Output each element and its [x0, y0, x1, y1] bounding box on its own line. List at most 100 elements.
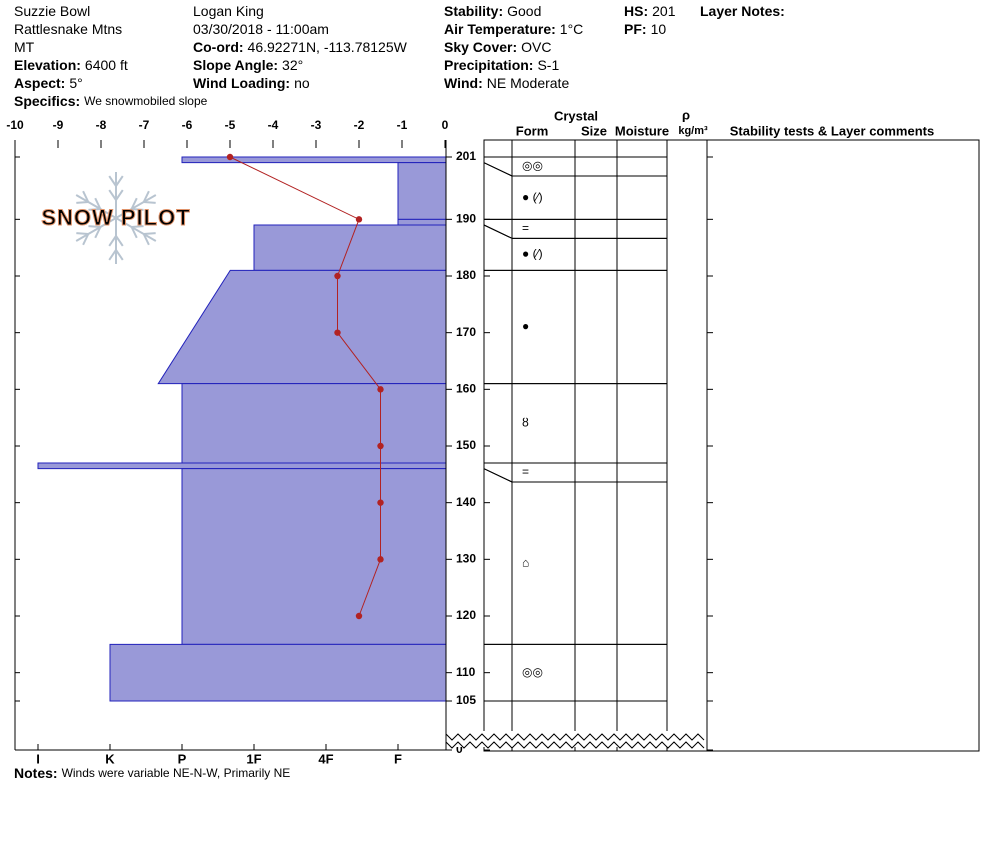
temperature-point	[355, 612, 363, 620]
snowflake-branch	[88, 208, 101, 211]
height-tick-label: 140	[456, 495, 476, 509]
field: Notes: Winds were variable NE-N-W, Primar…	[14, 765, 290, 781]
field-label: Sky Cover:	[444, 39, 517, 55]
field-label: Aspect:	[14, 75, 65, 91]
field: Wind Loading: no	[193, 75, 310, 91]
field: Logan King	[193, 3, 264, 19]
field-label: Layer Notes:	[700, 3, 785, 19]
snowflake-branch	[131, 225, 144, 228]
height-tick-label: 120	[456, 608, 476, 622]
temperature-point	[377, 556, 384, 563]
field-label: Slope Angle:	[193, 57, 278, 73]
temp-tick-label: -1	[397, 118, 408, 132]
field: HS: 201	[624, 3, 676, 19]
temp-tick-label: -7	[139, 118, 150, 132]
field: Stability: Good	[444, 3, 541, 19]
snowflake-branch	[115, 235, 124, 247]
snowflake-branch	[131, 208, 144, 211]
snowflake-branch	[94, 197, 102, 210]
layer-connector	[483, 224, 513, 239]
temp-tick-label: -9	[53, 118, 64, 132]
grain-form: ● (⁄)	[522, 247, 543, 261]
hardness-layer	[181, 383, 447, 464]
temperature-point	[377, 442, 384, 450]
snowflake-arm	[75, 217, 117, 242]
field-value: Good	[507, 3, 541, 19]
hardness-layer	[37, 462, 447, 470]
height-tick-label: 130	[456, 552, 476, 566]
hardness-tick-label: K	[105, 751, 115, 766]
axis-break-mask	[447, 731, 706, 747]
grain-form: ◎◎	[522, 665, 543, 679]
axis-break	[445, 733, 705, 741]
snowflake-branch	[142, 233, 150, 246]
field: Suzzie Bowl	[14, 3, 90, 19]
snowflake-branch	[82, 190, 90, 203]
height-tick-label: 110	[456, 665, 476, 679]
temp-tick-label: -10	[6, 118, 24, 132]
snowflake-arm	[115, 194, 157, 219]
field: Rattlesnake Mtns	[14, 21, 122, 37]
field-value: 201	[652, 3, 676, 19]
field: Wind: NE Moderate	[444, 75, 569, 91]
temp-tick-label: -6	[182, 118, 193, 132]
snowflake-branch	[130, 197, 138, 210]
temperature-point	[334, 272, 341, 280]
layer-connector	[483, 162, 513, 177]
field-label: Air Temperature:	[444, 21, 556, 37]
logo	[75, 172, 157, 264]
height-tick-label: 201	[456, 149, 476, 163]
temp-tick-label: -4	[268, 118, 279, 132]
temp-tick-label: -3	[311, 118, 322, 132]
header-rho: ρ	[682, 107, 690, 122]
grain-form: =	[522, 465, 529, 479]
height-tick-label: 150	[456, 438, 476, 452]
header-comments: Stability tests & Layer comments	[730, 123, 934, 138]
snowflake-branch	[108, 235, 117, 247]
snowflake-branch	[82, 233, 90, 246]
hardness-tick-label: F	[394, 751, 402, 766]
field-label: Elevation:	[14, 57, 81, 73]
temperature-point	[377, 499, 384, 506]
hardness-tick-label: 4F	[318, 751, 333, 766]
field: Elevation: 6400 ft	[14, 57, 128, 73]
field-label: Specifics:	[14, 93, 80, 109]
snowflake-branch	[143, 232, 156, 235]
field-label: Stability:	[444, 3, 503, 19]
field-value: no	[294, 75, 310, 91]
temperature-point	[377, 386, 384, 393]
field: Layer Notes:	[700, 3, 785, 19]
logo-text: SNOW PILOT	[41, 205, 190, 230]
field-value: Suzzie Bowl	[14, 3, 90, 19]
temp-tick-label: 0	[442, 118, 449, 132]
field-value: 6400 ft	[85, 57, 128, 73]
snowflake-branch	[108, 189, 117, 201]
height-tick-label: 170	[456, 325, 476, 339]
field: Specifics: We snowmobiled slope	[14, 93, 208, 109]
field-value: S-1	[537, 57, 559, 73]
field-label: Wind:	[444, 75, 483, 91]
field-label: Wind Loading:	[193, 75, 290, 91]
field: Air Temperature: 1°C	[444, 21, 583, 37]
field-value: 03/30/2018 - 11:00am	[193, 21, 329, 37]
grain-form: =	[522, 221, 529, 235]
field-label: Notes:	[14, 765, 58, 781]
field-value: Winds were variable NE-N-W, Primarily NE	[62, 766, 291, 780]
header-crystal: Crystal	[554, 108, 598, 123]
field: Aspect: 5°	[14, 75, 83, 91]
field-value: Logan King	[193, 3, 264, 19]
field-value: 10	[651, 21, 667, 37]
snowflake-branch	[143, 201, 156, 204]
header-size: Size	[581, 123, 607, 138]
hardness-layer	[181, 156, 447, 164]
hardness-layer	[397, 218, 447, 226]
height-tick-label: 105	[456, 693, 476, 707]
hardness-layer	[181, 468, 447, 645]
temperature-point	[334, 329, 341, 336]
field: Precipitation: S-1	[444, 57, 559, 73]
snowflake-branch	[108, 249, 117, 261]
grain-form: ⌂	[522, 555, 529, 569]
snowflake-branch	[142, 190, 150, 203]
grain-form: ȣ	[522, 416, 529, 430]
